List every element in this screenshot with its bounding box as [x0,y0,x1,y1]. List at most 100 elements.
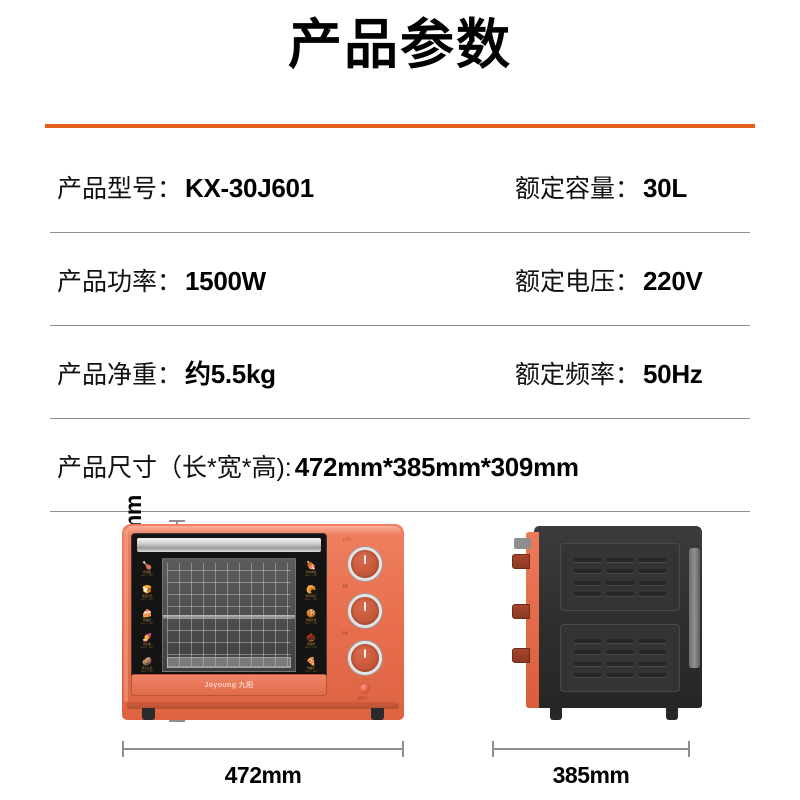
spec-table: 产品型号： KX-30J601 额定容量： 30L 产品功率： 1500W 额定… [45,140,755,512]
food-icon-sublabel: 200℃ · 15分 [140,623,154,626]
vent-slot [638,638,667,643]
oven-left-edge [124,530,128,702]
food-icon: 🍪 烤曲奇饼 160℃ · 15分 [305,610,317,626]
spec-cell-voltage: 额定电压： 220V [505,262,755,298]
oven-base [127,702,399,709]
lamb-skewer-icon: 🍖 [306,561,316,571]
knob-label: 上下火 [342,537,352,541]
spec-row: 产品净重： 约5.5kg 额定频率： 50Hz [45,326,755,419]
vent-slot [573,569,602,574]
indicator-label: 指示灯 [358,696,368,700]
vent-column [606,631,634,685]
vent-panel-upper [560,543,680,611]
spec-label: 额定电压： [515,267,641,296]
food-icon-label: 烤披萨 [307,667,315,671]
oven-door: 🍗 烤鸡腿 180℃ · 20分 🍞 烤面包片 180℃ · 10分 🍰 烤蛋挞… [131,533,327,695]
food-icon-sublabel: 180℃ · 10分 [140,599,154,602]
knob-label: 温度 [342,584,349,588]
spec-row: 产品型号： KX-30J601 额定容量： 30L [45,140,755,233]
vent-slot [573,638,602,643]
side-front-strip [526,532,539,708]
food-icon-label: 烤鸡腿 [143,571,151,575]
knob-heat-mode[interactable] [348,547,382,581]
front-view-figure: 309mm 🍗 烤鸡腿 180℃ · 20分 [86,495,446,800]
food-icon: 🍞 烤面包片 180℃ · 10分 [141,586,153,602]
food-icon: 🍰 烤蛋挞 200℃ · 15分 [141,610,153,626]
side-foot-left [550,708,562,720]
vent-slot [638,592,667,597]
vent-slot [573,580,602,585]
chestnut-icon: 🌰 [306,633,316,643]
spec-label: 额定频率： [515,360,641,389]
cookie-icon: 🍪 [306,609,316,619]
width-dimension-label: 472mm [224,762,302,788]
side-view-figure: 385mm [470,500,770,800]
spec-label: 产品型号： [57,174,183,203]
vent-slot [606,638,634,643]
spec-label: 额定容量： [515,174,641,203]
food-icon-label: 烤曲奇饼 [305,619,317,623]
spec-cell-capacity: 额定容量： 30L [505,169,755,205]
spec-value: KX-30J601 [185,172,314,203]
pizza-icon: 🍕 [306,657,316,667]
side-knob-stub-2 [512,604,530,619]
food-icon-label: 烤面包片 [141,595,153,599]
vent-column [573,631,602,685]
oven-side-body [534,526,702,708]
egg-tart-icon: 🍰 [142,609,152,619]
food-icon-sublabel: 180℃ · 12分 [304,599,318,602]
depth-dimension-label: 385mm [552,762,630,788]
knob-timer[interactable] [348,641,382,675]
spec-value: 472mm*385mm*309mm [294,451,579,482]
vent-slot [638,569,667,574]
page-title: 产品参数 [288,15,512,75]
food-icon: 🥔 烤土豆片 180℃ · 20分 [141,658,153,674]
vent-slot [606,592,634,597]
food-icon-sublabel: 200℃ · 25分 [304,647,318,650]
bread-icon: 🍞 [142,585,152,595]
vent-slot [638,673,667,678]
vent-slot [606,661,634,666]
side-knob-stub-1 [512,554,530,569]
spec-value: 约5.5kg [185,359,276,389]
side-top-accent [514,538,531,549]
vent-slot [606,650,634,655]
food-icon-label: 烤羊肉串 [305,571,317,575]
oven-body-highlight [125,526,401,535]
width-dimension-line [122,741,404,757]
spec-label: 产品尺寸（长*宽*高): [57,453,292,482]
vent-slot [573,557,602,562]
vent-slot [606,569,634,574]
spec-cell-frequency: 额定频率： 50Hz [505,355,755,391]
spec-cell-dimensions: 产品尺寸（长*宽*高): 472mm*385mm*309mm [45,448,755,484]
vent-slot [573,592,602,597]
title-accent-rule [45,124,755,128]
side-door-handle [689,548,700,668]
vent-column [573,550,602,604]
side-foot-right [666,708,678,720]
spec-label: 产品净重： [57,361,183,389]
food-icon: 🍕 烤披萨 200℃ · 18分 [305,658,317,674]
vent-slot [606,557,634,562]
vent-slot [606,673,634,678]
food-icon-label: 烤红薯 [143,643,151,647]
food-icon: 🍗 烤鸡腿 180℃ · 20分 [141,562,153,578]
chicken-leg-icon: 🍗 [142,561,152,571]
knob-temperature[interactable] [348,594,382,628]
spec-row: 产品功率： 1500W 额定电压： 220V [45,233,755,326]
door-glass [162,558,296,672]
vent-slot [606,580,634,585]
oven-shelf [163,615,295,619]
food-icon-sublabel: 200℃ · 30分 [140,647,154,650]
oven-side-illustration [512,526,712,720]
control-panel: 上下火 温度 定时 指示灯 [334,531,400,700]
oven-door-handle: Joyoung 九阳 [131,674,327,696]
brand-logo: Joyoung 九阳 [204,682,254,689]
side-knob-stub-3 [512,648,530,663]
door-icon-column-right: 🍖 烤羊肉串 200℃ · 15分 🥐 烤牛角包 180℃ · 12分 🍪 烤曲… [298,558,324,678]
door-icon-column-left: 🍗 烤鸡腿 180℃ · 20分 🍞 烤面包片 180℃ · 10分 🍰 烤蛋挞… [134,558,160,678]
food-icon-sublabel: 180℃ · 20分 [140,575,154,578]
food-icon: 🥐 烤牛角包 180℃ · 12分 [305,586,317,602]
spec-value: 30L [643,172,687,203]
spec-cell-weight: 产品净重： 约5.5kg [45,354,505,391]
